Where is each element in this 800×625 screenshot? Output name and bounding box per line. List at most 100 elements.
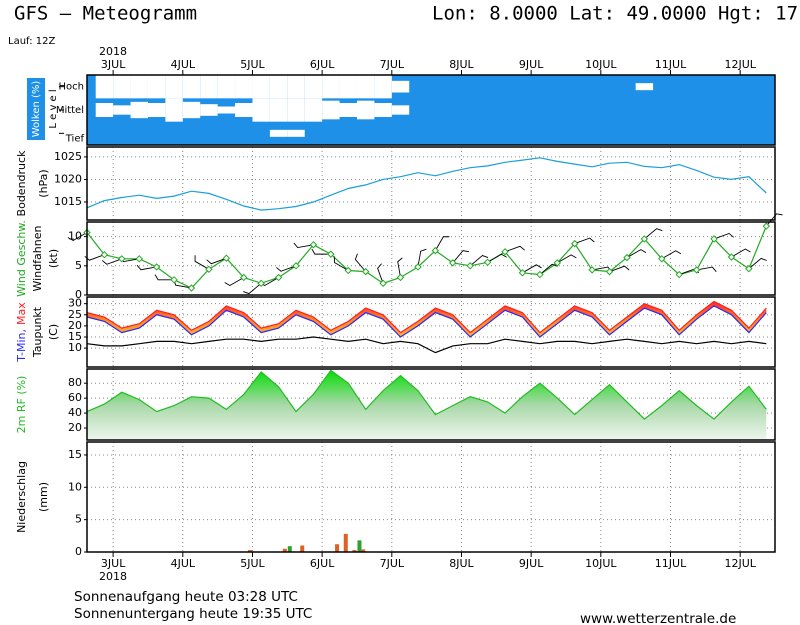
cloud-cover bbox=[217, 75, 236, 99]
y-tick-label: 20 bbox=[68, 319, 82, 332]
wind-barb bbox=[609, 265, 630, 273]
cloud-cover bbox=[287, 98, 305, 122]
x-tick-label: 9JUL bbox=[519, 58, 544, 71]
bar bbox=[352, 550, 357, 552]
y-tick-label: 10 bbox=[68, 341, 82, 354]
point bbox=[692, 266, 701, 274]
sunset: Sonnenuntergang heute 19:35 UTC bbox=[74, 606, 312, 622]
wind-barb bbox=[452, 250, 470, 264]
panel-frame bbox=[86, 441, 776, 553]
point bbox=[623, 253, 631, 262]
y-axis-label-part: (hPa) bbox=[37, 169, 50, 197]
bar bbox=[282, 548, 287, 552]
run: Lauf: 12Z bbox=[8, 36, 55, 47]
point bbox=[466, 262, 474, 270]
x-tick-label: 3JUL bbox=[101, 557, 126, 570]
point bbox=[327, 250, 335, 258]
wind-barb bbox=[67, 232, 88, 242]
y-tick-label: 1015 bbox=[54, 195, 82, 208]
x-tick-label: 5JUL bbox=[240, 557, 265, 570]
y-axis-label: Bodendruck bbox=[15, 150, 28, 217]
x-tick-label: 9JUL bbox=[519, 557, 544, 570]
y-axis-label: Wolken (%) bbox=[31, 81, 42, 138]
cloud-cover bbox=[339, 103, 357, 117]
y-axis-label: Taupunkt bbox=[31, 306, 44, 358]
x-tick-label: 11JUL bbox=[655, 557, 687, 570]
y-axis-label: (hPa) bbox=[37, 169, 50, 197]
y-tick-label: 1020 bbox=[54, 172, 82, 185]
x-tick-label: 10JUL bbox=[585, 557, 617, 570]
wind-barb bbox=[644, 228, 663, 240]
wind-barb bbox=[136, 264, 157, 271]
source: www.wetterzentrale.de bbox=[580, 611, 736, 625]
wind-barb bbox=[417, 248, 427, 268]
wind-barb bbox=[696, 266, 717, 272]
y-tick-label: 15 bbox=[68, 448, 82, 461]
cloud-cover bbox=[113, 105, 131, 115]
bar bbox=[357, 540, 362, 552]
cloud-cover bbox=[269, 75, 288, 99]
line bbox=[86, 225, 767, 289]
cloud-cover bbox=[200, 75, 218, 99]
point bbox=[135, 255, 143, 263]
wind-barb bbox=[377, 263, 384, 284]
y-tick-label: 30 bbox=[68, 297, 82, 310]
point bbox=[518, 269, 527, 277]
x-tick-label: 4JUL bbox=[171, 58, 196, 71]
cloud-cover bbox=[287, 75, 305, 99]
cloud-cover bbox=[95, 103, 114, 117]
cloud-cover bbox=[95, 75, 114, 99]
cloud-cover bbox=[356, 100, 375, 120]
cloud-cover bbox=[217, 106, 236, 114]
panel-background bbox=[87, 222, 775, 295]
y-tick-label: 0 bbox=[75, 545, 82, 558]
y-axis-label-part: (C) bbox=[47, 324, 60, 340]
level-label: Mittel bbox=[56, 105, 84, 116]
wind-barb bbox=[293, 242, 314, 249]
wind-barb bbox=[333, 256, 349, 271]
cloud-cover bbox=[165, 75, 183, 99]
line bbox=[86, 300, 767, 334]
wind-barb bbox=[243, 282, 262, 295]
y-axis-label: Windfahnen bbox=[31, 226, 44, 292]
point bbox=[100, 250, 109, 259]
point bbox=[762, 222, 770, 230]
cloud-cover bbox=[252, 75, 270, 99]
chart-title: GFS – Meteogramm bbox=[14, 3, 197, 25]
point bbox=[588, 266, 596, 274]
cloud-cover bbox=[235, 75, 253, 99]
point bbox=[449, 259, 457, 267]
point bbox=[309, 241, 318, 249]
y-axis-label-part: Windfahnen bbox=[31, 226, 44, 292]
panel-background bbox=[87, 297, 775, 367]
bar bbox=[361, 549, 366, 552]
point bbox=[727, 253, 736, 261]
x-tick-label: 10JUL bbox=[585, 58, 617, 71]
y-axis-label: T-Min, Max bbox=[15, 302, 28, 363]
wind-barb bbox=[311, 248, 331, 255]
y-axis-label: 2m RF (%) bbox=[15, 376, 28, 434]
line bbox=[86, 157, 767, 211]
x-tick-label: 7JUL bbox=[380, 58, 405, 71]
cloud-cover bbox=[322, 75, 340, 99]
y-axis-label: Niederschlag bbox=[15, 461, 28, 533]
y-axis-label-part: Taupunkt bbox=[31, 306, 44, 358]
y-tick-label: 20 bbox=[68, 421, 82, 434]
line bbox=[86, 336, 767, 354]
panel-frame bbox=[86, 368, 776, 441]
area bbox=[87, 370, 767, 440]
y-axis-label-part: Niederschlag bbox=[15, 461, 28, 533]
y-tick-label: 40 bbox=[68, 406, 82, 419]
cloud-cover bbox=[113, 75, 131, 99]
bar bbox=[287, 546, 292, 552]
wind-barb bbox=[522, 264, 542, 274]
wind-barb bbox=[469, 255, 489, 267]
point bbox=[379, 279, 387, 288]
point bbox=[361, 267, 370, 276]
wind-barb bbox=[574, 237, 595, 245]
cloud-cover bbox=[287, 129, 305, 137]
wind-barb bbox=[154, 274, 175, 281]
wind-barb bbox=[487, 253, 507, 263]
x-tick-label: 7JUL bbox=[380, 557, 405, 570]
